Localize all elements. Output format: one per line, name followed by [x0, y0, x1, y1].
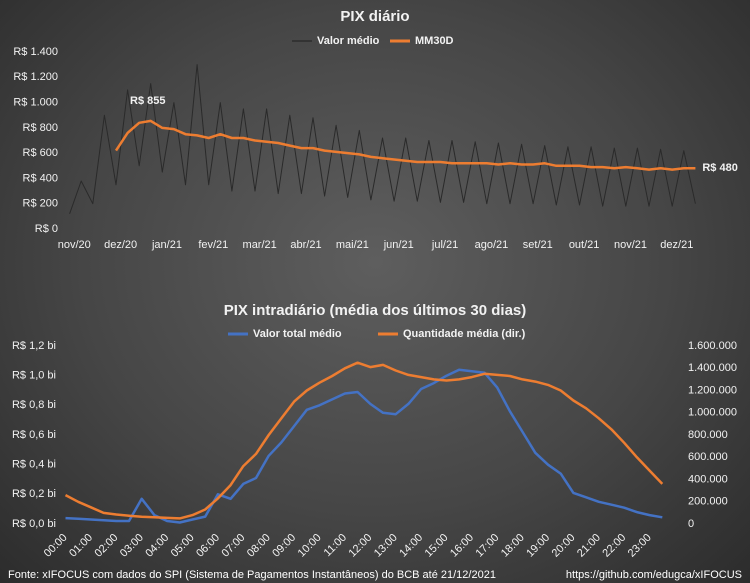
x-tick-label: set/21 [523, 239, 553, 251]
x-tick-label: 08:00 [245, 532, 273, 560]
y2-tick-label: 0 [688, 518, 694, 530]
y-tick-label: R$ 0,4 bi [12, 459, 56, 471]
y2-tick-label: 1.200.000 [688, 384, 737, 396]
x-tick-label: jun/21 [383, 239, 414, 251]
y2-tick-label: 1.400.000 [688, 362, 737, 374]
y-tick-label: R$ 1.000 [13, 96, 58, 108]
source-note: Fonte: xIFOCUS com dados do SPI (Sistema… [8, 569, 496, 581]
x-tick-label: jan/21 [151, 239, 182, 251]
y-tick-label: R$ 400 [23, 172, 58, 184]
x-tick-label: 16:00 [448, 532, 476, 560]
chart-title: PIX diário [340, 8, 409, 25]
y-tick-label: R$ 1.200 [13, 71, 58, 83]
x-tick-label: 23:00 [626, 532, 654, 560]
x-tick-label: 22:00 [600, 532, 628, 560]
x-tick-label: 03:00 [118, 532, 146, 560]
x-tick-label: jul/21 [431, 239, 458, 251]
series-line [64, 361, 664, 520]
legend-label: Valor médio [317, 35, 380, 47]
x-tick-label: mar/21 [243, 239, 277, 251]
x-tick-label: 11:00 [322, 532, 349, 559]
series-line [69, 64, 696, 214]
annotation: R$ 855 [130, 95, 165, 107]
y-tick-label: R$ 200 [23, 198, 58, 210]
x-tick-label: 13:00 [372, 532, 400, 560]
x-tick-label: ago/21 [475, 239, 509, 251]
x-tick-label: out/21 [569, 239, 600, 251]
legend-label: Quantidade média (dir.) [403, 328, 526, 340]
x-tick-label: nov/20 [58, 239, 91, 251]
source-url: https://github.com/edugca/xIFOCUS [566, 569, 742, 581]
legend-label: MM30D [415, 35, 454, 47]
series-line [65, 368, 663, 524]
x-tick-label: 02:00 [93, 532, 121, 560]
y2-tick-label: 600.000 [688, 451, 728, 463]
x-tick-label: 00:00 [42, 532, 70, 560]
x-tick-label: 05:00 [169, 532, 197, 560]
y-tick-label: R$ 800 [23, 122, 58, 134]
x-tick-label: fev/21 [198, 239, 228, 251]
y-tick-label: R$ 1,2 bi [12, 340, 56, 352]
x-tick-label: abr/21 [290, 239, 321, 251]
x-tick-label: 06:00 [194, 532, 222, 560]
y2-tick-label: 1.600.000 [688, 340, 737, 352]
y-tick-label: R$ 0,8 bi [12, 399, 56, 411]
x-tick-label: dez/21 [660, 239, 693, 251]
x-tick-label: 20:00 [550, 532, 578, 560]
x-tick-label: 12:00 [346, 532, 374, 560]
legend-label: Valor total médio [253, 328, 342, 340]
x-tick-label: 18:00 [499, 532, 527, 560]
y2-tick-label: 800.000 [688, 429, 728, 441]
x-tick-label: 04:00 [143, 532, 171, 560]
x-tick-label: 14:00 [397, 532, 425, 560]
y-tick-label: R$ 1.400 [13, 46, 58, 58]
y-tick-label: R$ 0 [35, 223, 58, 235]
x-tick-label: 19:00 [524, 532, 552, 560]
y-tick-label: R$ 0,2 bi [12, 488, 56, 500]
y-tick-label: R$ 0,0 bi [12, 518, 56, 530]
y-tick-label: R$ 600 [23, 147, 58, 159]
y-tick-label: R$ 0,6 bi [12, 429, 56, 441]
y2-tick-label: 200.000 [688, 496, 728, 508]
x-tick-label: 01:00 [67, 532, 95, 560]
x-tick-label: 09:00 [270, 532, 298, 560]
chart-title: PIX intradiário (média dos últimos 30 di… [224, 302, 527, 319]
x-tick-label: mai/21 [336, 239, 369, 251]
x-tick-label: 15:00 [423, 532, 451, 560]
x-tick-label: 07:00 [220, 532, 248, 560]
x-tick-label: nov/21 [614, 239, 647, 251]
x-tick-label: 21:00 [575, 532, 603, 560]
x-tick-label: 10:00 [296, 532, 324, 560]
annotation: R$ 480 [702, 162, 737, 174]
y2-tick-label: 1.000.000 [688, 407, 737, 419]
x-tick-label: 17:00 [473, 532, 501, 560]
y2-tick-label: 400.000 [688, 473, 728, 485]
x-tick-label: dez/20 [104, 239, 137, 251]
y-tick-label: R$ 1,0 bi [12, 370, 56, 382]
series-line [114, 119, 696, 171]
